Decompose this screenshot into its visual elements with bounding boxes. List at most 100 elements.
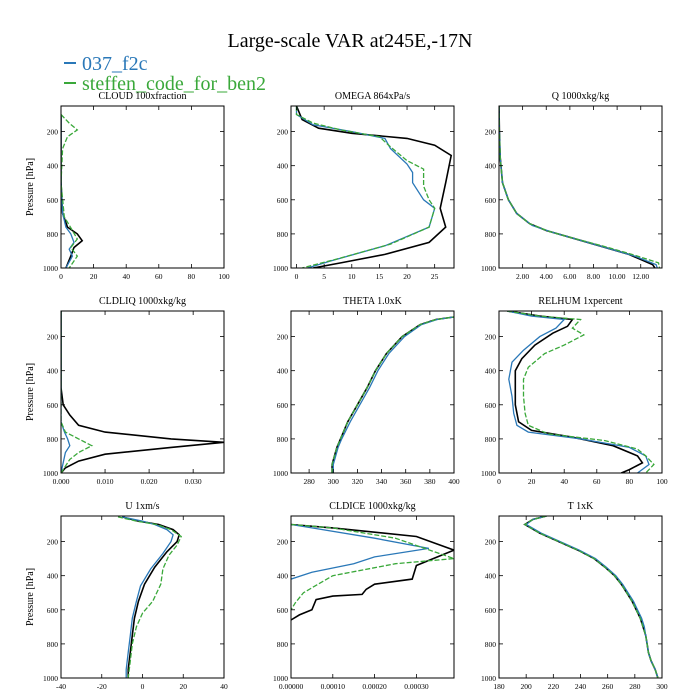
panel-7: CLDICE 1000xkg/kg 0.00000 0.00010 0.00020 0.…: [273, 501, 455, 691]
panel-frame: [498, 310, 663, 474]
legend-swatch: [64, 82, 76, 85]
panel-title: T 1xK: [568, 501, 594, 512]
series-line-2: [295, 106, 436, 268]
y-axis-label: Pressure [hPa]: [25, 158, 36, 216]
y-tick-label: 200: [277, 128, 289, 137]
y-tick-label: 400: [47, 367, 59, 376]
panel-frame: [290, 105, 455, 269]
x-tick-label: 0.020: [141, 477, 158, 486]
y-tick-label: 800: [485, 640, 497, 649]
x-tick-label: 0: [141, 682, 145, 691]
x-tick-label: 15: [376, 272, 384, 281]
x-tick-label: 100: [656, 477, 668, 486]
y-tick-label: 800: [277, 435, 289, 444]
y-axis-label: Pressure [hPa]: [25, 363, 36, 421]
panel-0: CLOUD 100xfraction Pressure [hPa] 0 20 40 60 8…: [25, 91, 230, 281]
series-line-1: [295, 106, 436, 268]
series-line-0: [331, 316, 454, 473]
series-line-2: [61, 114, 79, 268]
legend-label: steffen_code_for_ben2: [82, 73, 267, 95]
y-tick-label: 200: [485, 128, 497, 137]
panel-frame: [60, 310, 225, 474]
y-tick-label: 400: [47, 572, 59, 581]
y-tick-label: 1000: [481, 469, 496, 478]
y-tick-label: 200: [485, 333, 497, 342]
panel-2: Q 1000xkg/kg 2.00 4.00 6.00 8.00 10.00 12.00 20…: [481, 91, 663, 281]
panel-title: OMEGA 864xPa/s: [335, 91, 410, 102]
y-tick-label: 200: [47, 333, 59, 342]
x-tick-label: 180: [493, 682, 505, 691]
y-tick-label: 800: [485, 435, 497, 444]
y-tick-label: 600: [277, 196, 289, 205]
y-tick-label: 200: [47, 538, 59, 547]
series-line-2: [331, 316, 454, 473]
panel-frame: [60, 515, 225, 679]
x-tick-label: 40: [220, 682, 228, 691]
x-tick-label: 10.00: [609, 272, 626, 281]
panel-frame: [60, 105, 225, 269]
x-tick-label: 260: [602, 682, 614, 691]
x-tick-label: 0.010: [97, 477, 114, 486]
y-tick-label: 600: [47, 401, 59, 410]
x-tick-label: 6.00: [563, 272, 576, 281]
panel-frame: [498, 515, 663, 679]
x-tick-label: 300: [656, 682, 668, 691]
x-tick-label: 60: [593, 477, 601, 486]
series-line-1: [525, 516, 659, 678]
y-tick-label: 600: [47, 196, 59, 205]
panel-5: RELHUM 1xpercent 0 20 40 60 80 100 200 400 600 800…: [481, 296, 668, 486]
x-tick-label: 8.00: [587, 272, 600, 281]
x-tick-label: 0: [59, 272, 63, 281]
y-tick-label: 800: [277, 640, 289, 649]
x-tick-label: 80: [188, 272, 196, 281]
figure-title: Large-scale VAR at245E,-17N: [227, 30, 473, 52]
y-tick-label: 600: [47, 606, 59, 615]
x-tick-label: 20: [403, 272, 411, 281]
x-tick-label: 40: [122, 272, 130, 281]
series-line-1: [499, 106, 658, 268]
legend-item-037-f2c: 037_f2c: [64, 53, 148, 76]
series-line-1: [291, 523, 430, 580]
x-tick-label: 360: [400, 477, 412, 486]
x-tick-label: 0.00030: [404, 682, 429, 691]
x-tick-label: 4.00: [540, 272, 553, 281]
y-tick-label: 1000: [273, 264, 288, 273]
y-tick-label: 200: [47, 128, 59, 137]
y-tick-label: 800: [485, 230, 497, 239]
series-line-0: [121, 516, 181, 678]
x-tick-label: 100: [218, 272, 230, 281]
series-line-2: [499, 106, 661, 268]
panel-frame: [498, 105, 663, 269]
series-line-0: [523, 516, 659, 678]
x-tick-label: 240: [575, 682, 587, 691]
panel-6: U 1xm/s Pressure [hPa] -40 -20 0 20 40 200 400 60…: [25, 501, 228, 691]
x-tick-label: 340: [376, 477, 388, 486]
x-tick-label: 20: [180, 682, 188, 691]
y-tick-label: 400: [277, 367, 289, 376]
x-tick-label: 220: [548, 682, 560, 691]
x-tick-label: 400: [448, 477, 460, 486]
y-tick-label: 400: [485, 367, 497, 376]
y-tick-label: 200: [485, 538, 497, 547]
x-tick-label: 80: [626, 477, 634, 486]
y-tick-label: 1000: [273, 674, 288, 683]
panel-4: THETA 1.0xK 280 300 320 340 360 380 400 200 400 60…: [273, 296, 460, 486]
y-tick-label: 1000: [481, 264, 496, 273]
x-tick-label: 300: [328, 477, 340, 486]
y-tick-label: 600: [277, 401, 289, 410]
y-tick-label: 1000: [273, 469, 288, 478]
y-tick-label: 400: [277, 572, 289, 581]
panel-title: U 1xm/s: [125, 501, 159, 512]
y-tick-label: 1000: [43, 674, 58, 683]
y-tick-label: 200: [277, 538, 289, 547]
x-tick-label: 0.00010: [321, 682, 346, 691]
x-tick-label: 40: [560, 477, 568, 486]
x-tick-label: 0.030: [185, 477, 202, 486]
x-tick-label: 280: [629, 682, 641, 691]
x-tick-label: 380: [424, 477, 436, 486]
x-tick-label: 60: [155, 272, 163, 281]
y-tick-label: 600: [277, 606, 289, 615]
panel-1: OMEGA 864xPa/s 0 5 10 15 20 25 200 400 600 800 1000: [273, 91, 455, 281]
panel-8: T 1xK 180 200 220 240 260 280 300 200 400 600 800 10…: [481, 501, 668, 691]
